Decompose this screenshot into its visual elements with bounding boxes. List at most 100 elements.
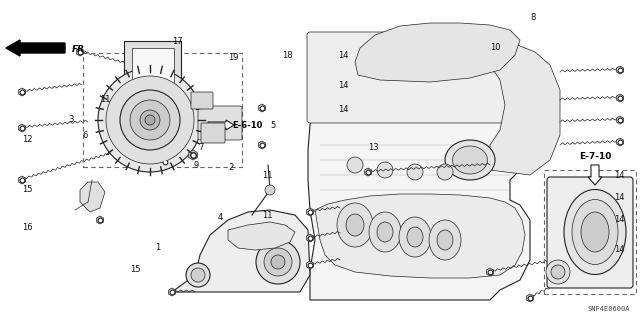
FancyBboxPatch shape [132, 48, 174, 84]
Text: 12: 12 [22, 135, 33, 145]
Circle shape [256, 240, 300, 284]
Text: FR.: FR. [72, 44, 88, 53]
Text: 14: 14 [614, 215, 625, 225]
Text: 4: 4 [218, 213, 223, 222]
Circle shape [265, 185, 275, 195]
Text: E-6-10: E-6-10 [232, 122, 262, 131]
Polygon shape [77, 48, 83, 56]
FancyBboxPatch shape [124, 41, 181, 91]
Circle shape [191, 268, 205, 282]
FancyBboxPatch shape [201, 123, 225, 143]
FancyArrow shape [588, 165, 602, 185]
Text: SNF4E0600A: SNF4E0600A [588, 306, 630, 312]
Text: 13: 13 [368, 143, 379, 153]
FancyArrow shape [6, 40, 65, 56]
FancyBboxPatch shape [198, 106, 242, 140]
Polygon shape [19, 88, 26, 96]
Text: 14: 14 [338, 106, 349, 115]
Ellipse shape [369, 212, 401, 252]
Polygon shape [259, 141, 266, 149]
Polygon shape [355, 23, 520, 82]
Circle shape [407, 164, 423, 180]
Circle shape [347, 157, 363, 173]
Circle shape [106, 76, 194, 164]
Polygon shape [616, 138, 623, 146]
Polygon shape [19, 176, 26, 184]
Polygon shape [307, 234, 314, 242]
Text: 19: 19 [228, 53, 239, 62]
FancyBboxPatch shape [191, 92, 213, 109]
Polygon shape [189, 150, 197, 160]
Polygon shape [616, 94, 623, 102]
Text: 6: 6 [82, 131, 88, 140]
Circle shape [186, 263, 210, 287]
Circle shape [551, 265, 565, 279]
Circle shape [140, 110, 160, 130]
Text: 1: 1 [155, 244, 160, 252]
Text: 5: 5 [270, 121, 275, 130]
Text: 14: 14 [338, 51, 349, 60]
Polygon shape [315, 194, 525, 278]
Polygon shape [97, 216, 104, 224]
Polygon shape [80, 182, 105, 212]
Circle shape [437, 164, 453, 180]
Ellipse shape [407, 227, 423, 247]
Text: E-7-10: E-7-10 [579, 152, 611, 161]
Ellipse shape [572, 199, 618, 265]
Text: 15: 15 [22, 186, 33, 195]
Ellipse shape [346, 214, 364, 236]
Ellipse shape [377, 222, 393, 242]
Polygon shape [490, 38, 560, 175]
Text: 17: 17 [172, 37, 182, 46]
Polygon shape [228, 222, 295, 250]
Circle shape [271, 255, 285, 269]
Polygon shape [365, 168, 371, 176]
Text: 8: 8 [530, 13, 536, 22]
Ellipse shape [581, 212, 609, 252]
Text: 11: 11 [262, 211, 273, 220]
Text: 2: 2 [228, 164, 233, 172]
FancyArrow shape [208, 120, 234, 130]
FancyBboxPatch shape [307, 32, 513, 123]
Circle shape [145, 115, 155, 125]
Ellipse shape [437, 230, 453, 250]
Polygon shape [172, 210, 310, 292]
Circle shape [98, 68, 202, 172]
Polygon shape [307, 208, 314, 216]
Text: 14: 14 [614, 245, 625, 254]
Text: 15: 15 [130, 266, 141, 275]
Ellipse shape [445, 140, 495, 180]
Text: 16: 16 [22, 223, 33, 233]
Circle shape [377, 162, 393, 178]
Ellipse shape [337, 203, 373, 247]
Polygon shape [486, 268, 493, 276]
Ellipse shape [429, 220, 461, 260]
Text: 18: 18 [282, 51, 292, 60]
Text: 14: 14 [614, 194, 625, 203]
Text: 9: 9 [193, 161, 198, 170]
Ellipse shape [452, 146, 488, 174]
Text: 3: 3 [68, 116, 74, 124]
Polygon shape [527, 294, 534, 302]
Circle shape [120, 90, 180, 150]
Polygon shape [616, 116, 623, 124]
Polygon shape [307, 261, 314, 269]
Text: 7: 7 [198, 143, 204, 153]
Circle shape [546, 260, 570, 284]
Polygon shape [259, 104, 266, 112]
Ellipse shape [399, 217, 431, 257]
Circle shape [264, 248, 292, 276]
Text: 11: 11 [100, 95, 111, 105]
Circle shape [130, 100, 170, 140]
Text: 14: 14 [614, 171, 625, 180]
Text: 14: 14 [338, 81, 349, 90]
Polygon shape [616, 66, 623, 74]
Text: 11: 11 [262, 171, 273, 180]
Text: 10: 10 [490, 44, 500, 52]
Polygon shape [19, 124, 26, 132]
Ellipse shape [564, 189, 626, 275]
Polygon shape [161, 158, 168, 166]
Polygon shape [168, 288, 175, 296]
Polygon shape [308, 33, 550, 300]
FancyBboxPatch shape [547, 177, 633, 288]
